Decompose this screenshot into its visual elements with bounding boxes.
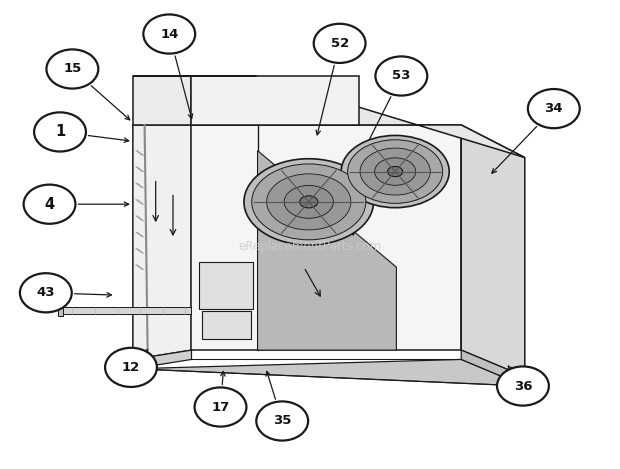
Polygon shape [133,359,525,386]
Polygon shape [133,350,192,369]
Polygon shape [461,350,525,386]
Text: 14: 14 [160,28,179,40]
Circle shape [497,366,549,406]
Text: 35: 35 [273,415,291,427]
Ellipse shape [299,196,318,208]
Text: 52: 52 [330,37,349,50]
Polygon shape [199,263,253,309]
Circle shape [34,113,86,151]
Text: 17: 17 [211,401,229,414]
Polygon shape [192,76,525,158]
Ellipse shape [267,174,351,230]
Polygon shape [133,125,192,359]
Circle shape [256,401,308,440]
Text: 53: 53 [392,69,410,83]
Ellipse shape [348,140,443,204]
Ellipse shape [360,148,430,195]
Polygon shape [192,125,461,350]
Circle shape [143,15,195,53]
Polygon shape [60,307,192,314]
Polygon shape [133,76,192,125]
Circle shape [20,273,72,312]
Polygon shape [58,304,63,316]
Circle shape [105,348,157,387]
Ellipse shape [341,136,449,208]
Circle shape [195,387,246,427]
Text: 1: 1 [55,124,65,139]
Text: 34: 34 [544,102,563,115]
Polygon shape [192,76,360,125]
Polygon shape [202,311,251,340]
Ellipse shape [388,166,403,177]
Text: 15: 15 [63,62,81,76]
Ellipse shape [244,159,374,245]
Text: 12: 12 [122,361,140,374]
Circle shape [46,49,99,89]
Ellipse shape [284,185,334,218]
Text: eReplacementParts.com: eReplacementParts.com [238,240,382,253]
Text: 43: 43 [37,286,55,299]
Polygon shape [461,125,525,377]
Text: 4: 4 [45,197,55,212]
Circle shape [528,89,580,128]
Circle shape [376,56,427,96]
Circle shape [314,24,366,63]
Ellipse shape [374,158,415,185]
Ellipse shape [252,164,366,240]
Circle shape [24,185,76,224]
Polygon shape [257,151,396,350]
Text: 36: 36 [514,379,532,393]
